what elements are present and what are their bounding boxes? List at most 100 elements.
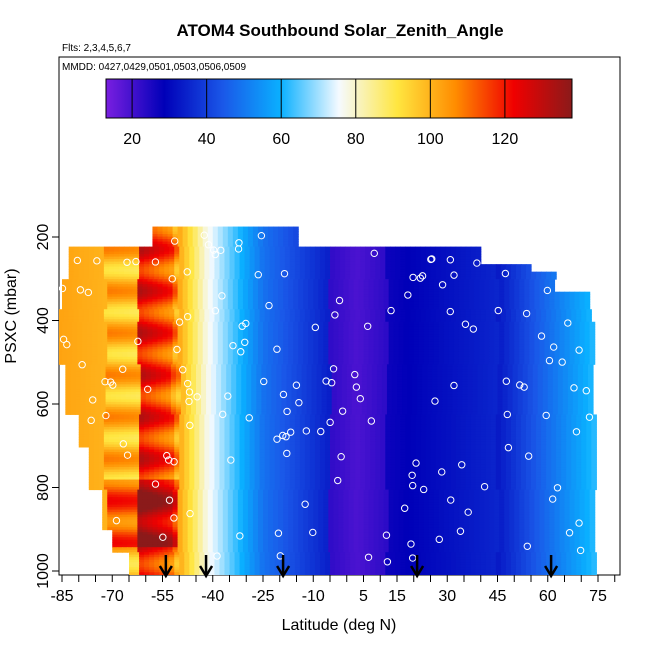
heatmap-cell [308,334,314,338]
heatmap-cell [574,341,581,345]
heatmap-cell [383,279,390,283]
heatmap-cell [579,339,586,343]
heatmap-cell [390,271,396,275]
heatmap-cell [87,291,93,295]
heatmap-cell [408,301,415,305]
heatmap-cell [460,319,467,323]
heatmap-cell [494,304,500,308]
heatmap-cell [288,281,294,285]
heatmap-cell [484,346,490,350]
heatmap-cell [192,361,199,365]
heatmap-cell [534,329,540,333]
heatmap-cell [393,304,400,308]
heatmap-cell [333,349,339,353]
heatmap-cell [423,296,430,300]
heatmap-cell [212,284,219,288]
heatmap-cell [264,274,271,278]
heatmap-cell [398,359,405,363]
heatmap-cell [134,246,140,250]
heatmap-cell [554,331,561,335]
heatmap-cell [202,294,209,298]
heatmap-cell [504,341,510,345]
heatmap-cell [263,294,269,298]
heatmap-cell [157,296,164,300]
heatmap-cell [338,346,344,350]
heatmap-cell [288,336,294,340]
heatmap-cell [147,289,154,293]
heatmap-cell [333,326,339,330]
heatmap-cell [187,301,194,305]
heatmap-cell [278,334,284,338]
heatmap-cell [192,331,199,335]
heatmap-cell [350,319,356,323]
heatmap-cell [232,351,239,355]
heatmap-cell [299,246,306,250]
heatmap-cell [515,264,522,268]
heatmap-cell [328,334,334,338]
heatmap-cell [129,259,135,263]
heatmap-cell [353,339,360,343]
heatmap-cell [464,361,470,365]
heatmap-cell [564,356,571,360]
heatmap-cell [192,284,199,288]
heatmap-cell [378,346,385,350]
heatmap-cell [159,266,165,270]
heatmap-cell [383,331,390,335]
heatmap-cell [443,334,450,338]
heatmap-cell [92,356,98,360]
heatmap-cell [308,356,314,360]
heatmap-cell [395,264,401,268]
heatmap-cell [196,364,202,368]
heatmap-cell [77,336,83,340]
heatmap-cell [479,339,485,343]
heatmap-cell [184,271,190,275]
heatmap-field [59,226,597,575]
heatmap-cell [204,309,210,313]
heatmap-cell [586,309,592,313]
heatmap-cell [62,324,68,328]
heatmap-cell [515,319,522,323]
heatmap-cell [494,301,500,305]
heatmap-cell [586,314,592,318]
heatmap-cell [460,274,467,278]
heatmap-cell [268,334,274,338]
heatmap-cell [509,279,515,283]
heatmap-cell [283,304,289,308]
heatmap-cell [398,296,405,300]
heatmap-cell [370,266,376,270]
heatmap-cell [82,331,88,335]
heatmap-cell [93,249,100,253]
heatmap-cell [539,326,545,330]
heatmap-cell [360,316,366,320]
heatmap-cell [172,349,179,353]
heatmap-cell [571,314,577,318]
heatmap-cell [172,304,179,308]
heatmap-cell [330,259,336,263]
heatmap-cell [524,346,530,350]
heatmap-cell [127,291,133,295]
heatmap-cell [313,346,319,350]
heatmap-cell [445,251,452,255]
heatmap-cell [142,324,149,328]
heatmap-cell [204,271,210,275]
heatmap-cell [217,344,224,348]
heatmap-cell [499,284,505,288]
heatmap-cell [358,354,365,358]
heatmap-cell [390,264,396,268]
heatmap-cell [524,326,530,330]
heatmap-cell [263,356,269,360]
heatmap-cell [222,341,229,345]
heatmap-cell [199,276,205,280]
heatmap-cell [413,279,420,283]
heatmap-cell [214,269,221,273]
heatmap-cell [134,261,140,265]
heatmap-cell [202,341,209,345]
heatmap-cell [464,281,470,285]
heatmap-cell [413,284,420,288]
heatmap-cell [383,281,390,285]
heatmap-cell [475,251,482,255]
heatmap-cell [78,261,85,265]
heatmap-cell [207,346,214,350]
heatmap-cell [97,346,103,350]
heatmap-cell [112,284,118,288]
